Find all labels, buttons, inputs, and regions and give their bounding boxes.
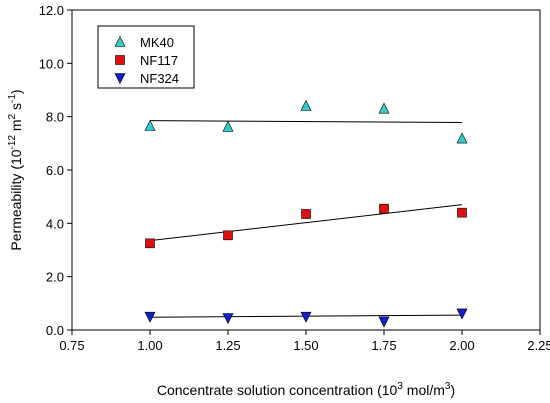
y-axis-title: Permeability (10-12 m2 s-1) [7, 89, 24, 250]
x-tick-label: 2.00 [449, 338, 474, 353]
x-axis-title-sup: 3 [445, 381, 451, 392]
data-point-nf117 [301, 209, 311, 219]
y-tick-label: 8.0 [46, 110, 64, 125]
data-point-nf117 [145, 238, 155, 249]
data-points [144, 99, 468, 328]
fit-line-nf117 [149, 204, 463, 242]
y-axis: 0.0 2.0 4.0 6.0 8.0 10.0 12.0 [39, 3, 72, 338]
y-tick-label: 10.0 [39, 56, 64, 71]
data-point-mk40 [222, 120, 234, 132]
x-tick-label: 0.75 [59, 338, 84, 353]
y-axis-title-sup: 2 [7, 113, 18, 119]
data-point-nf117 [457, 207, 467, 218]
legend-marker-nf324 [114, 73, 126, 85]
y-tick-label: 0.0 [46, 323, 64, 338]
data-point-mk40 [144, 119, 156, 131]
data-point-mk40 [300, 99, 312, 111]
x-axis-title-sup: 3 [397, 381, 403, 392]
y-axis-title-part: ) [8, 89, 24, 94]
data-point-nf324 [378, 316, 390, 328]
y-tick-label: 2.0 [46, 270, 64, 285]
x-tick-label: 1.75 [371, 338, 396, 353]
x-tick-label: 2.25 [527, 338, 550, 353]
y-tick-label: 4.0 [46, 216, 64, 231]
y-tick-label: 6.0 [46, 163, 64, 178]
data-point-nf117 [379, 203, 389, 214]
fit-line-mk40 [149, 120, 463, 124]
legend-markers [114, 35, 126, 85]
legend-marker-mk40 [114, 35, 126, 47]
x-tick-label: 1.25 [215, 338, 240, 353]
legend-marker-nf117 [115, 55, 125, 65]
data-point-mk40 [378, 102, 390, 114]
y-tick-label: 12.0 [39, 3, 64, 18]
x-tick-label: 1.00 [137, 338, 162, 353]
x-axis-title-part: ) [450, 382, 455, 398]
data-point-nf324 [144, 311, 156, 323]
legend-label-nf117: NF117 [140, 53, 178, 68]
fit-lines [149, 120, 463, 318]
legend-label-nf324: NF324 [140, 71, 179, 86]
x-axis-title: Concentrate solution concentration (103 … [157, 381, 455, 398]
x-tick-label: 1.50 [293, 338, 318, 353]
y-axis-title-part: m [8, 119, 24, 135]
y-axis-title-sup: -1 [7, 94, 18, 103]
data-point-mk40 [456, 132, 468, 144]
x-axis: 0.75 1.00 1.25 1.50 1.75 2.00 2.25 [59, 330, 550, 353]
data-point-nf324 [300, 311, 312, 323]
data-point-nf117 [223, 230, 233, 241]
legend-label-mk40: MK40 [140, 35, 174, 50]
data-point-nf324 [222, 313, 234, 325]
x-axis-title-part: Concentrate solution concentration (10 [157, 382, 398, 398]
legend: MK40 NF117 NF324 [97, 25, 195, 89]
y-axis-title-part: Permeability (10 [8, 149, 24, 250]
y-axis-title-part: s [8, 103, 24, 114]
data-point-nf324 [456, 308, 468, 320]
x-axis-title-part: mol/m [403, 382, 445, 398]
y-axis-title-sup: -12 [7, 135, 18, 150]
legend-box [97, 25, 195, 89]
